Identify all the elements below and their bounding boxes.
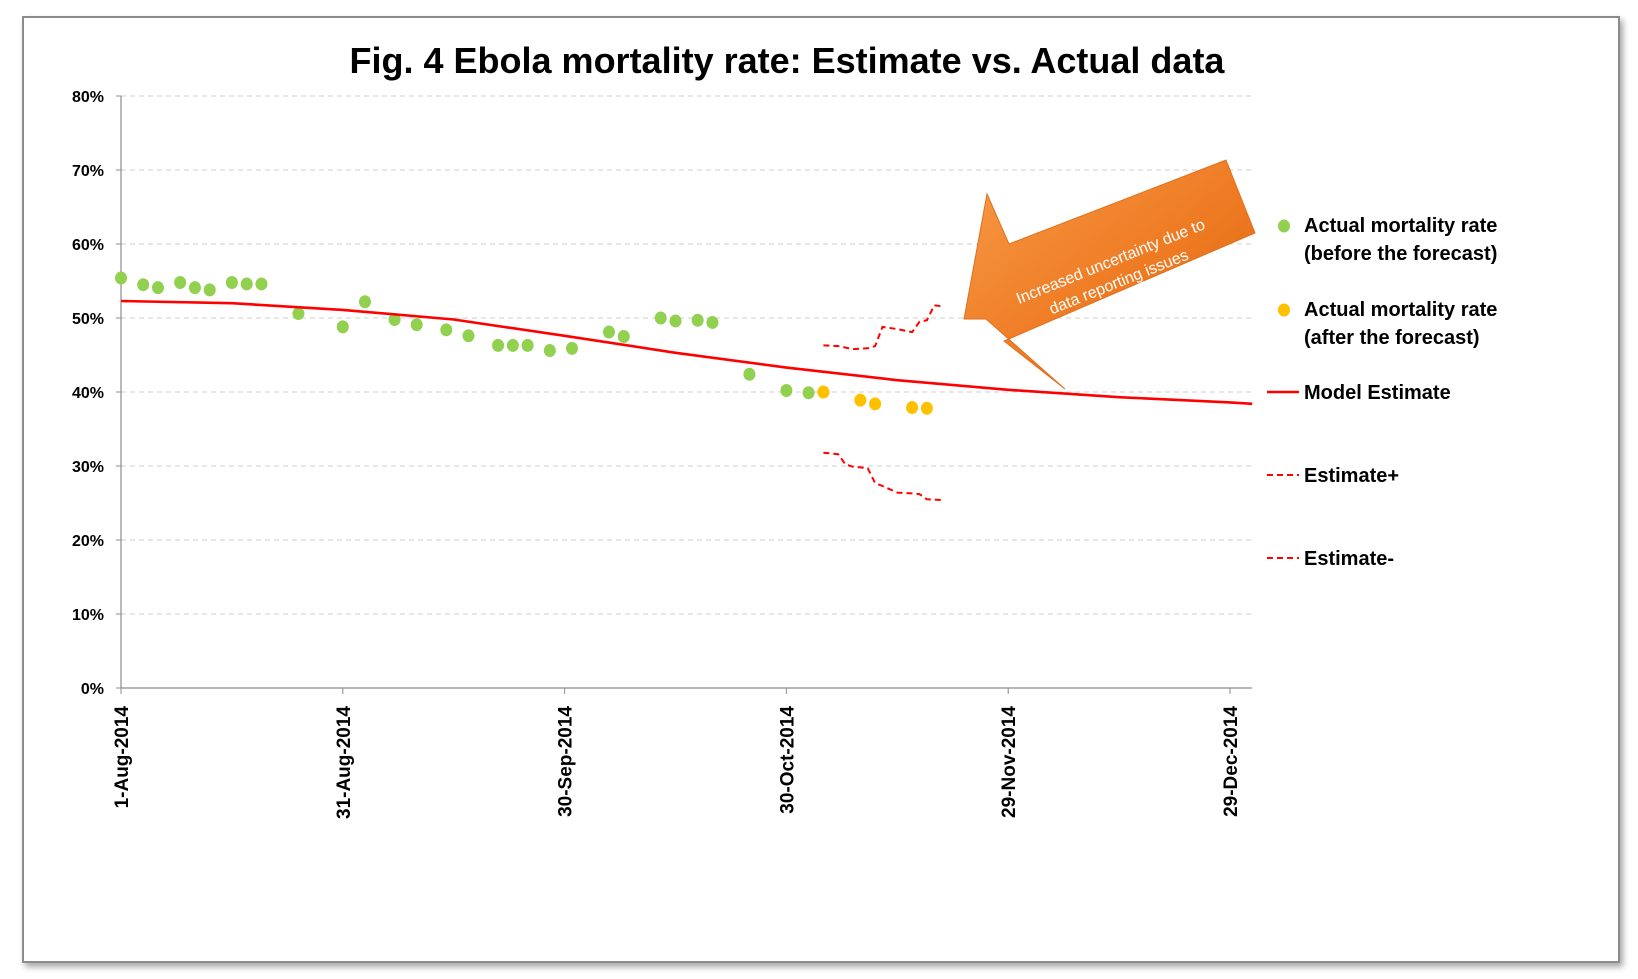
- data-point: [565, 341, 578, 355]
- data-point: [869, 397, 882, 411]
- series-dashed-line: [823, 451, 942, 501]
- data-point: [521, 338, 534, 352]
- legend-label: Estimate-: [1304, 548, 1394, 570]
- x-tick-label: 30-Sep-2014: [556, 706, 577, 817]
- data-point: [255, 277, 268, 291]
- x-tick-label: 31-Aug-2014: [334, 706, 355, 819]
- data-point: [358, 295, 371, 309]
- y-tick-label: 80%: [72, 89, 104, 106]
- data-point: [706, 315, 719, 329]
- x-tick-label: 29-Nov-2014: [999, 706, 1020, 818]
- series-dashed-line: [823, 304, 942, 351]
- chart-svg: Fig. 4 Ebola mortality rate: Estimate vs…: [72, 40, 1497, 819]
- data-point: [854, 393, 867, 407]
- x-tick-label: 29-Dec-2014: [1221, 706, 1242, 817]
- legend-label: (after the forecast): [1304, 327, 1480, 349]
- y-tick-label: 10%: [72, 607, 104, 624]
- data-point: [906, 401, 919, 415]
- y-tick-label: 30%: [72, 459, 104, 476]
- y-tick-label: 60%: [72, 237, 104, 254]
- data-point: [203, 283, 216, 297]
- data-point: [410, 318, 423, 332]
- y-tick-label: 20%: [72, 533, 104, 550]
- data-point: [780, 384, 793, 398]
- legend-label: (before the forecast): [1304, 243, 1497, 265]
- data-point: [817, 385, 830, 399]
- data-point: [602, 325, 615, 339]
- legend-marker: [1278, 303, 1290, 317]
- axes: 0% 10% 20% 30% 40% 50% 60% 70% 80% 1-Aug-2014 31-A…: [72, 89, 1252, 819]
- data-point: [617, 330, 630, 343]
- y-tick-label: 40%: [72, 385, 104, 402]
- data-point: [920, 401, 933, 415]
- data-point: [506, 338, 519, 352]
- series-layer: [115, 271, 1253, 501]
- chart-frame: Fig. 4 Ebola mortality rate: Estimate vs…: [22, 16, 1620, 963]
- data-point: [654, 311, 667, 325]
- legend-label: Model Estimate: [1304, 382, 1451, 404]
- legend-label: Actual mortality rate: [1304, 215, 1497, 237]
- data-point: [743, 367, 756, 381]
- data-point: [292, 307, 305, 321]
- data-point: [115, 271, 127, 285]
- series-line: [120, 299, 1253, 406]
- annotation-arrow-shape: [963, 159, 1256, 390]
- legend-label: Estimate+: [1304, 465, 1399, 487]
- data-point: [336, 320, 349, 334]
- data-point: [543, 344, 556, 358]
- data-point: [440, 323, 453, 337]
- data-point: [137, 278, 150, 292]
- y-tick-label: 70%: [72, 163, 104, 180]
- y-tick-label: 0%: [81, 681, 104, 698]
- legend-label: Actual mortality rate: [1304, 299, 1497, 321]
- legend: Actual mortality rate (before the forecas…: [1267, 215, 1497, 570]
- data-point: [388, 312, 401, 326]
- x-tick-label: 30-Oct-2014: [777, 706, 798, 814]
- data-point: [188, 281, 201, 295]
- x-tick-label: 1-Aug-2014: [112, 706, 133, 809]
- chart-title: Fig. 4 Ebola mortality rate: Estimate vs…: [350, 40, 1226, 81]
- data-point: [492, 338, 505, 352]
- data-point: [802, 386, 815, 400]
- data-point: [225, 275, 238, 289]
- data-point: [691, 313, 704, 327]
- data-point: [174, 275, 187, 289]
- data-point: [240, 277, 253, 291]
- legend-marker: [1278, 219, 1290, 233]
- data-point: [462, 329, 475, 343]
- y-tick-label: 50%: [72, 311, 104, 328]
- data-point: [669, 314, 682, 328]
- data-point: [151, 281, 164, 295]
